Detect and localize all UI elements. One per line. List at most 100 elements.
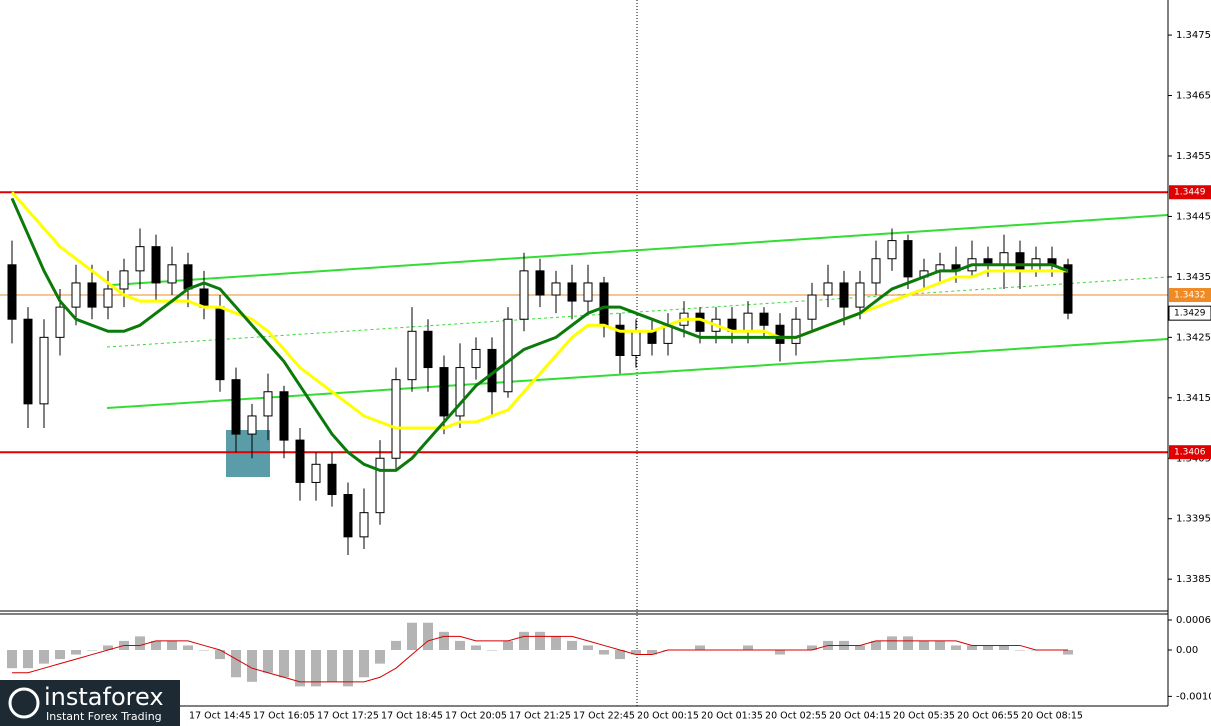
logo-tagline: Instant Forex Trading bbox=[46, 710, 162, 723]
candle-body bbox=[615, 324, 625, 356]
x-tick-label: 20 Oct 01:35 bbox=[701, 711, 763, 722]
osc-tick-label: 0.00 bbox=[1176, 645, 1198, 656]
candle-body bbox=[743, 312, 753, 332]
candle-body bbox=[791, 318, 801, 344]
histogram-bar bbox=[135, 636, 145, 650]
x-tick-label: 20 Oct 06:55 bbox=[957, 711, 1019, 722]
histogram-bar bbox=[199, 650, 209, 651]
histogram-bar bbox=[1015, 650, 1025, 651]
x-tick-label: 20 Oct 00:15 bbox=[637, 711, 699, 722]
histogram-bar bbox=[263, 650, 273, 673]
histogram-bar bbox=[23, 650, 33, 669]
candle-body bbox=[7, 264, 17, 320]
histogram-bar bbox=[807, 645, 817, 650]
last-price-box bbox=[1168, 305, 1211, 321]
level-label: 1.3432 bbox=[1174, 291, 1206, 301]
candle-body bbox=[135, 246, 145, 272]
histogram-bar bbox=[935, 640, 945, 650]
candle-body bbox=[295, 439, 305, 483]
candle-body bbox=[535, 270, 545, 296]
candle-body bbox=[279, 391, 289, 441]
histogram-bar bbox=[1063, 650, 1073, 655]
candle-body bbox=[391, 379, 401, 459]
candle-body bbox=[695, 312, 705, 332]
histogram-bar bbox=[551, 636, 561, 650]
candle-body bbox=[55, 306, 65, 338]
candle-body bbox=[263, 391, 273, 417]
y-tick-label: 1.3455 bbox=[1176, 151, 1211, 162]
candle-body bbox=[567, 282, 577, 302]
x-tick-label: 17 Oct 16:05 bbox=[253, 711, 315, 722]
candle-body bbox=[759, 312, 769, 326]
histogram-bar bbox=[359, 650, 369, 678]
histogram-bar bbox=[951, 645, 961, 650]
histogram-bar bbox=[855, 645, 865, 650]
level-label: 1.3406 bbox=[1174, 448, 1206, 458]
histogram-bar bbox=[151, 640, 161, 650]
last-price-label: 1.3429 bbox=[1174, 309, 1206, 319]
logo: instaforex Instant Forex Trading bbox=[0, 680, 180, 726]
level-label-box bbox=[1169, 445, 1211, 460]
histogram-bar bbox=[503, 640, 513, 650]
candle-body bbox=[199, 288, 209, 308]
candle-body bbox=[103, 288, 113, 308]
histogram-bar bbox=[215, 650, 225, 660]
histogram-bar bbox=[279, 650, 289, 678]
candle-body bbox=[167, 264, 177, 284]
candle-body bbox=[23, 318, 33, 405]
candle-body bbox=[855, 282, 865, 308]
histogram-bar bbox=[599, 650, 609, 655]
candle-body bbox=[631, 330, 641, 356]
candle-body bbox=[247, 415, 257, 435]
histogram-bar bbox=[343, 650, 353, 687]
logo-icon bbox=[8, 687, 40, 719]
level-label-box bbox=[1169, 288, 1211, 303]
histogram-bar bbox=[999, 645, 1009, 650]
y-tick-label: 1.3435 bbox=[1176, 272, 1211, 283]
candle-body bbox=[471, 348, 481, 369]
candle-body bbox=[1015, 252, 1025, 272]
histogram-bar bbox=[231, 650, 241, 678]
histogram-bar bbox=[903, 636, 913, 650]
histogram-bar bbox=[583, 645, 593, 650]
candle-body bbox=[551, 282, 561, 296]
candle-body bbox=[583, 282, 593, 302]
candle-body bbox=[839, 282, 849, 308]
x-tick-label: 17 Oct 20:05 bbox=[445, 711, 507, 722]
candle-body bbox=[663, 324, 673, 344]
candle-body bbox=[999, 252, 1009, 266]
y-tick-label: 1.3445 bbox=[1176, 211, 1211, 222]
candle-body bbox=[887, 240, 897, 260]
candle-body bbox=[599, 282, 609, 326]
histogram-bar bbox=[327, 650, 337, 682]
logo-background bbox=[0, 680, 180, 726]
histogram-bar bbox=[247, 650, 257, 682]
candle-body bbox=[503, 318, 513, 393]
histogram-bar bbox=[887, 636, 897, 650]
level-label-box bbox=[1169, 185, 1211, 200]
y-tick-label: 1.3465 bbox=[1176, 91, 1211, 102]
osc-tick-label: 0.00066 bbox=[1176, 615, 1211, 626]
histogram-bar bbox=[983, 645, 993, 650]
candle-body bbox=[807, 294, 817, 320]
y-tick-label: 1.3385 bbox=[1176, 574, 1211, 585]
candle-body bbox=[823, 282, 833, 296]
candle-body bbox=[423, 330, 433, 369]
candle-body bbox=[183, 264, 193, 290]
histogram-bar bbox=[103, 645, 113, 650]
histogram-bar bbox=[743, 645, 753, 650]
x-tick-label: 20 Oct 04:15 bbox=[829, 711, 891, 722]
x-tick-label: 17 Oct 18:45 bbox=[381, 711, 443, 722]
histogram-bar bbox=[535, 631, 545, 650]
moving-average bbox=[10, 191, 1068, 430]
histogram-bar bbox=[487, 650, 497, 651]
candle-body bbox=[151, 246, 161, 284]
histogram-bar bbox=[567, 640, 577, 650]
logo-name: instaforex bbox=[44, 683, 164, 711]
x-tick-label: 17 Oct 17:25 bbox=[317, 711, 379, 722]
candle-body bbox=[375, 457, 385, 514]
candle-body bbox=[439, 367, 449, 417]
histogram-bar bbox=[295, 650, 305, 687]
candle-body bbox=[871, 258, 881, 284]
osc-tick-label: -0.00102 bbox=[1176, 691, 1211, 702]
